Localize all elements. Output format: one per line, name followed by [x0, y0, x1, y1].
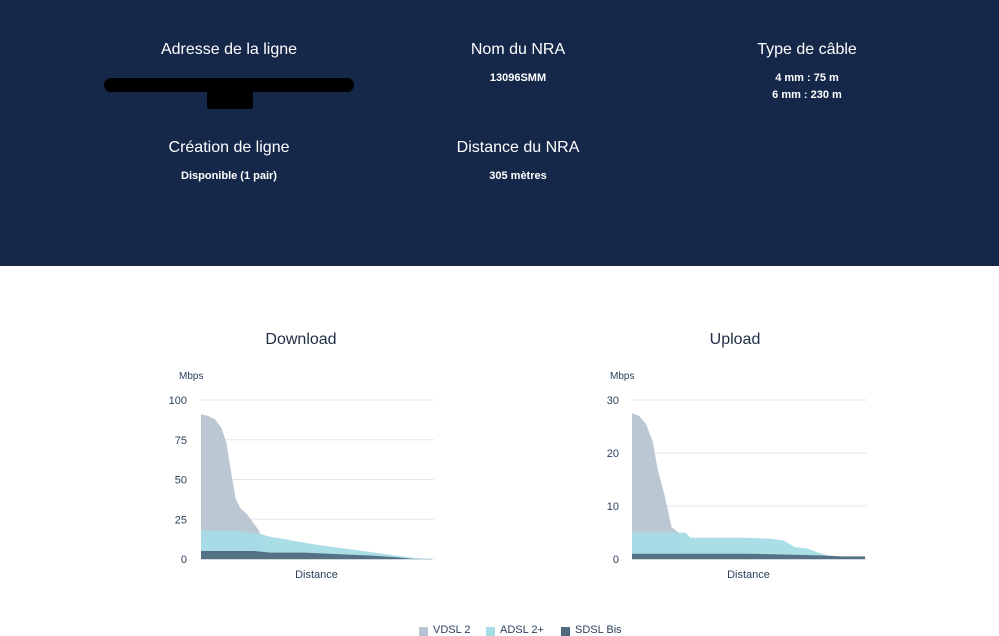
line-creation-block: Création de ligne Disponible (1 pair) [104, 138, 354, 185]
download-chart-title: Download [265, 331, 337, 348]
legend-label-adsl2plus: ADSL 2+ [500, 624, 544, 636]
chart-legend: VDSL 2 ADSL 2+ SDSL Bis [0, 622, 999, 636]
address-redaction [104, 78, 354, 92]
cable-type-label: Type de câble [757, 41, 857, 58]
upload-chart-title: Upload [709, 331, 761, 348]
line-creation-value: Disponible (1 pair) [181, 170, 277, 182]
upload-area-sdslbis [632, 553, 865, 559]
address-label: Adresse de la ligne [160, 41, 298, 58]
download-y-axis-unit: Mbps [179, 371, 203, 382]
cable-type-block: Type de câble 4 mm : 75 m 6 mm : 230 m [682, 40, 932, 104]
legend-swatch-sdslbis [561, 627, 570, 636]
download-y-tick-label: 25 [175, 514, 187, 526]
legend-swatch-adsl2plus [486, 627, 495, 636]
upload-y-tick-label: 10 [607, 501, 619, 513]
legend-swatch-vdsl2 [419, 627, 428, 636]
nra-distance-block: Distance du NRA 305 mètres [393, 138, 643, 185]
upload-x-axis-label: Distance [727, 569, 770, 581]
download-y-tick-label: 0 [181, 554, 187, 566]
download-area-sdslbis [201, 551, 432, 559]
nra-name-block: Nom du NRA 13096SMM [393, 40, 643, 87]
legend-label-vdsl2: VDSL 2 [433, 624, 471, 636]
nra-distance-label: Distance du NRA [456, 139, 580, 156]
download-y-tick-label: 75 [175, 435, 187, 447]
upload-area-adsl2plus [632, 532, 865, 559]
upload-y-tick-label: 0 [613, 554, 619, 566]
nra-distance-value: 305 mètres [489, 170, 547, 182]
cable-type-line-1: 4 mm : 75 m [775, 72, 839, 84]
nra-name-label: Nom du NRA [470, 41, 566, 58]
upload-y-axis-unit: Mbps [610, 371, 634, 382]
legend-label-sdslbis: SDSL Bis [575, 624, 622, 636]
address-redaction-2 [207, 90, 253, 109]
download-x-axis-label: Distance [295, 569, 338, 581]
upload-y-tick-label: 30 [607, 395, 619, 407]
line-info-header: Adresse de la ligne Nom du NRA 13096SMM … [0, 0, 999, 266]
nra-name-value: 13096SMM [489, 72, 547, 84]
address-block: Adresse de la ligne [104, 40, 354, 60]
cable-type-line-2: 6 mm : 230 m [772, 89, 842, 101]
download-y-tick-label: 100 [169, 395, 187, 407]
download-y-tick-label: 50 [175, 475, 187, 487]
line-creation-label: Création de ligne [168, 139, 290, 156]
cable-type-values: 4 mm : 75 m 6 mm : 230 m [682, 70, 932, 104]
upload-y-tick-label: 20 [607, 448, 619, 460]
